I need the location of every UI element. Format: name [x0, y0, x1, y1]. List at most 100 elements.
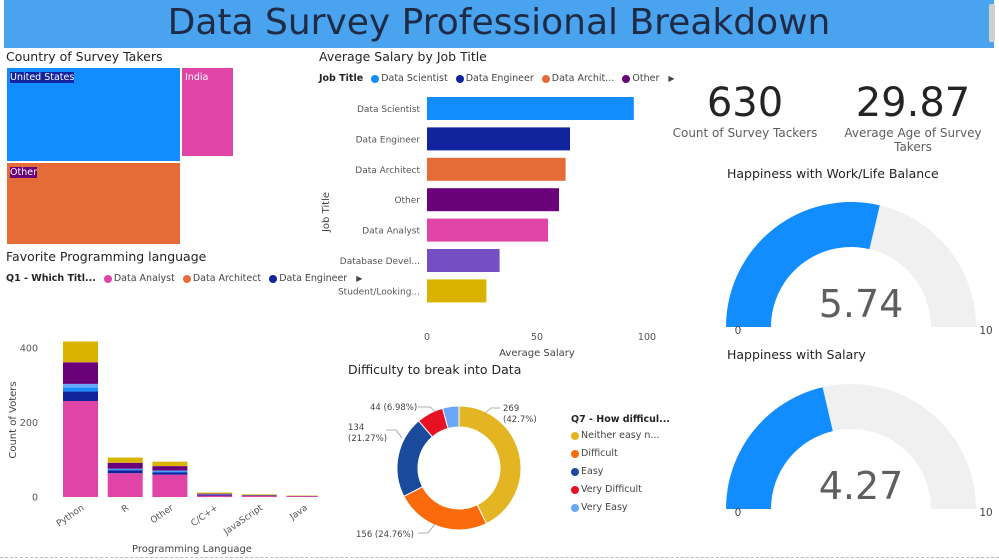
donut-legend-item[interactable]: Very Easy — [581, 502, 628, 513]
lang-stack-segment — [152, 461, 188, 467]
gauge-title-worklife: Happiness with Work/Life Balance — [727, 166, 939, 181]
lang-stack-segment — [152, 466, 188, 471]
salary-bar — [427, 157, 566, 181]
treemap-title: Country of Survey Takers — [6, 49, 163, 64]
lang-stack-segment — [152, 474, 188, 497]
kpi-value: 630 — [706, 80, 784, 126]
legend-dot — [455, 74, 464, 83]
treemap-cell-label: India — [185, 72, 209, 83]
lang-legend-title: Q1 - Which Titl... — [6, 273, 96, 284]
lang-stack-segment — [197, 492, 233, 494]
gauge-value: 4.27 — [819, 464, 904, 508]
salary-legend-item[interactable]: Data Engineer — [465, 73, 534, 84]
legend-dot — [269, 274, 278, 283]
lang-stack-segment — [152, 471, 188, 473]
legend-dot — [571, 485, 579, 494]
lang-stack-segment — [63, 362, 98, 384]
lang-stack-segment — [107, 457, 143, 463]
donut-data-label: (42.7%) — [503, 415, 537, 425]
kpi-label: Count of Survey Tackers — [672, 126, 818, 140]
donut-legend-item[interactable]: Difficult — [581, 448, 618, 459]
donut-data-label: 134 — [348, 423, 364, 433]
country-treemap: United States Other India United ... Can… — [6, 67, 234, 245]
donut-leader-line — [418, 523, 436, 534]
treemap-cell-other[interactable]: Other — [6, 162, 181, 245]
lang-stack-segment — [241, 494, 277, 496]
lang-stack-segment — [197, 495, 233, 497]
salary-bar — [427, 279, 487, 303]
legend-dot — [571, 467, 579, 476]
kpi-value: 29.87 — [855, 80, 971, 126]
salary-category-label: Student/Looking... — [338, 287, 420, 297]
salary-legend-item[interactable]: Other — [632, 73, 660, 84]
lang-x-tick: Other — [149, 503, 176, 526]
lang-legend-item[interactable]: Data Engineer — [279, 273, 348, 284]
gauge-salary: 4.27 0 10 — [726, 384, 993, 519]
treemap-cell-label: Canada — [185, 210, 222, 221]
donut-leader-line — [418, 406, 437, 413]
treemap-cell-label: United States — [10, 72, 75, 83]
donut-data-label: 44 (6.98%) — [370, 403, 417, 413]
kpi-label: Average Age of Survey Takers — [844, 126, 982, 154]
dashboard-title: Data Survey Professional Breakdown — [167, 2, 831, 43]
lang-stack-segment — [107, 468, 143, 470]
lang-y-axis-label: Count of Voters — [8, 381, 19, 458]
lang-y-tick: 0 — [32, 493, 38, 504]
salary-bar — [427, 218, 548, 242]
gauge-max-label: 10 — [979, 507, 992, 519]
lang-stack-segment — [63, 383, 98, 388]
salary-category-label: Data Architect — [355, 166, 420, 176]
salary-x-tick: 0 — [424, 332, 430, 343]
donut-legend-item[interactable]: Very Difficult — [581, 484, 642, 495]
treemap-cell-label: United ... — [185, 162, 229, 173]
donut-slice — [441, 405, 460, 430]
lang-stack-segment — [286, 496, 318, 497]
treemap-cell-canada[interactable]: Canada — [181, 205, 234, 245]
gauge-worklife: 5.74 0 10 — [726, 201, 993, 337]
salary-bar — [427, 97, 634, 120]
lang-stack-segment — [63, 387, 98, 392]
lang-legend-item[interactable]: Data Architect — [192, 273, 262, 284]
lang-legend-next-icon[interactable]: ▶ — [356, 274, 363, 283]
treemap-cell-united-states[interactable]: United States — [6, 67, 181, 162]
lang-x-tick: Python — [55, 503, 86, 529]
gauge-title-salary: Happiness with Salary — [727, 347, 866, 362]
treemap-cell-india[interactable]: India — [181, 67, 234, 157]
lang-stack-segment — [107, 469, 143, 471]
lang-chart-title: Favorite Programming language — [6, 249, 207, 264]
legend-dot — [571, 449, 579, 458]
lang-chart-svg: 0 200 400 Python R Other C/C++ JavaScript Java Pr… — [8, 341, 318, 555]
salary-bar — [427, 249, 500, 272]
legend-dot — [182, 274, 191, 283]
donut-slice — [403, 486, 488, 531]
donut-chart-title: Difficulty to break into Data — [348, 362, 522, 377]
dashboard-header: Data Survey Professional Breakdown — [4, 0, 994, 48]
treemap-cell-united[interactable]: United ... — [181, 157, 234, 205]
salary-legend-item[interactable]: Data Archit... — [551, 73, 615, 84]
salary-chart-title: Average Salary by Job Title — [319, 49, 487, 64]
salary-category-label: Data Engineer — [356, 135, 421, 145]
header-scrollbar[interactable] — [989, 4, 995, 42]
gauge-max-label: 10 — [979, 325, 992, 337]
legend-dot — [571, 503, 579, 512]
lang-y-tick: 400 — [20, 344, 38, 355]
salary-category-label: Data Analyst — [362, 227, 420, 237]
salary-legend-next-icon[interactable]: ▶ — [668, 74, 675, 83]
donut-legend-item[interactable]: Easy — [581, 466, 604, 477]
lang-legend-item[interactable]: Data Analyst — [113, 273, 175, 284]
donut-slice — [458, 405, 522, 525]
salary-legend-item[interactable]: Data Scientist — [381, 73, 448, 84]
lang-stack-segment — [63, 341, 98, 363]
salary-chart-svg: Data Scientist Data Engineer Data Architec… — [321, 97, 656, 359]
gauge-min-label: 0 — [735, 507, 742, 519]
lang-stack-segment — [107, 470, 143, 474]
legend-dot — [622, 74, 631, 83]
salary-x-tick: 100 — [638, 332, 656, 343]
donut-legend-item[interactable]: Neither easy n... — [581, 430, 660, 441]
donut-data-label: 269 — [503, 404, 519, 414]
lang-x-tick: JavaScript — [222, 503, 266, 538]
kpi-card-age: 29.87 Average Age of Survey Takers — [828, 80, 998, 154]
gauge-value: 5.74 — [819, 282, 904, 326]
salary-category-label: Other — [394, 196, 420, 206]
legend-dot — [541, 74, 550, 83]
